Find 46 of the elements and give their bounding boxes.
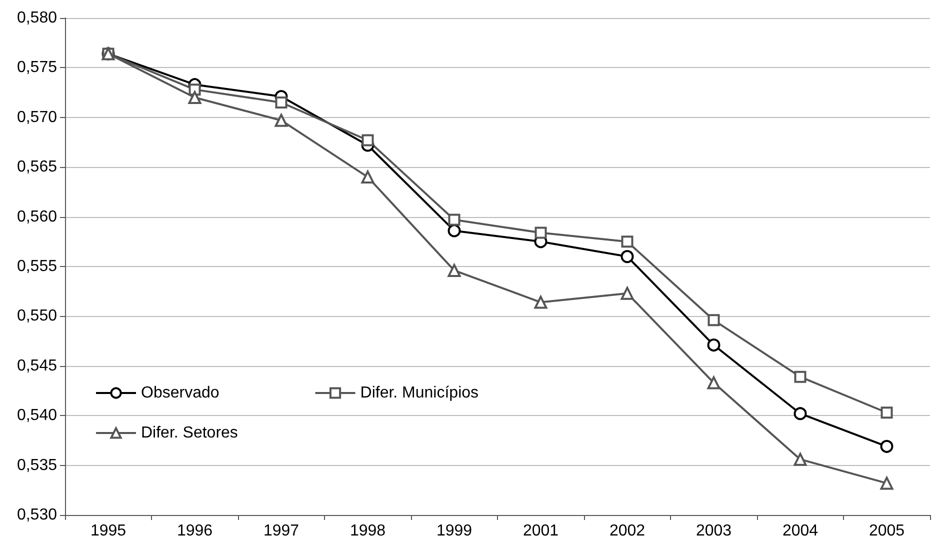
y-tick-label: 0,560 [16, 208, 58, 226]
point [620, 286, 634, 300]
y-tick-label: 0,555 [16, 258, 58, 275]
y-tick-label: 0,570 [16, 108, 58, 126]
y-tick-label: 0,530 [16, 506, 58, 524]
x-tick-label: 2004 [782, 522, 818, 540]
point [534, 296, 548, 309]
point [448, 264, 461, 277]
x-tick-label: 2005 [868, 522, 905, 540]
point [707, 338, 720, 352]
point [362, 134, 374, 146]
point [794, 407, 807, 420]
legend-label: Difer. Municípios [360, 384, 479, 402]
x-tick-label: 2001 [522, 522, 559, 540]
y-tick-label: 0,535 [16, 456, 58, 474]
y-tick-label: 0,565 [16, 158, 58, 176]
y-tick-label: 0,580 [16, 10, 58, 26]
point [707, 376, 720, 390]
legend-label: Difer. Setores [141, 424, 238, 442]
y-tick-label: 0,575 [16, 59, 58, 76]
x-tick-label: 1997 [263, 522, 300, 540]
point [880, 406, 893, 419]
point [794, 452, 807, 466]
point [361, 170, 374, 184]
point [621, 236, 634, 248]
x-tick-label: 2003 [696, 522, 732, 540]
y-tick-label: 0,545 [16, 357, 58, 374]
point [880, 440, 894, 453]
point [188, 91, 202, 104]
x-tick-label: 1999 [436, 522, 472, 540]
x-tick-label: 1998 [350, 522, 386, 540]
y-tick-label: 0,540 [16, 407, 58, 424]
point [448, 224, 461, 238]
point [880, 476, 894, 490]
x-tick-label: 1995 [90, 522, 126, 540]
point [620, 250, 634, 264]
point [708, 314, 720, 326]
point [534, 226, 547, 239]
point [448, 214, 460, 226]
point [274, 114, 288, 127]
y-tick-label: 0,550 [16, 308, 58, 325]
point [794, 370, 806, 383]
x-tick-label: 1996 [176, 522, 213, 540]
x-tick-label: 2002 [609, 522, 646, 540]
legend-label: Observado [141, 384, 220, 402]
point [275, 96, 288, 108]
